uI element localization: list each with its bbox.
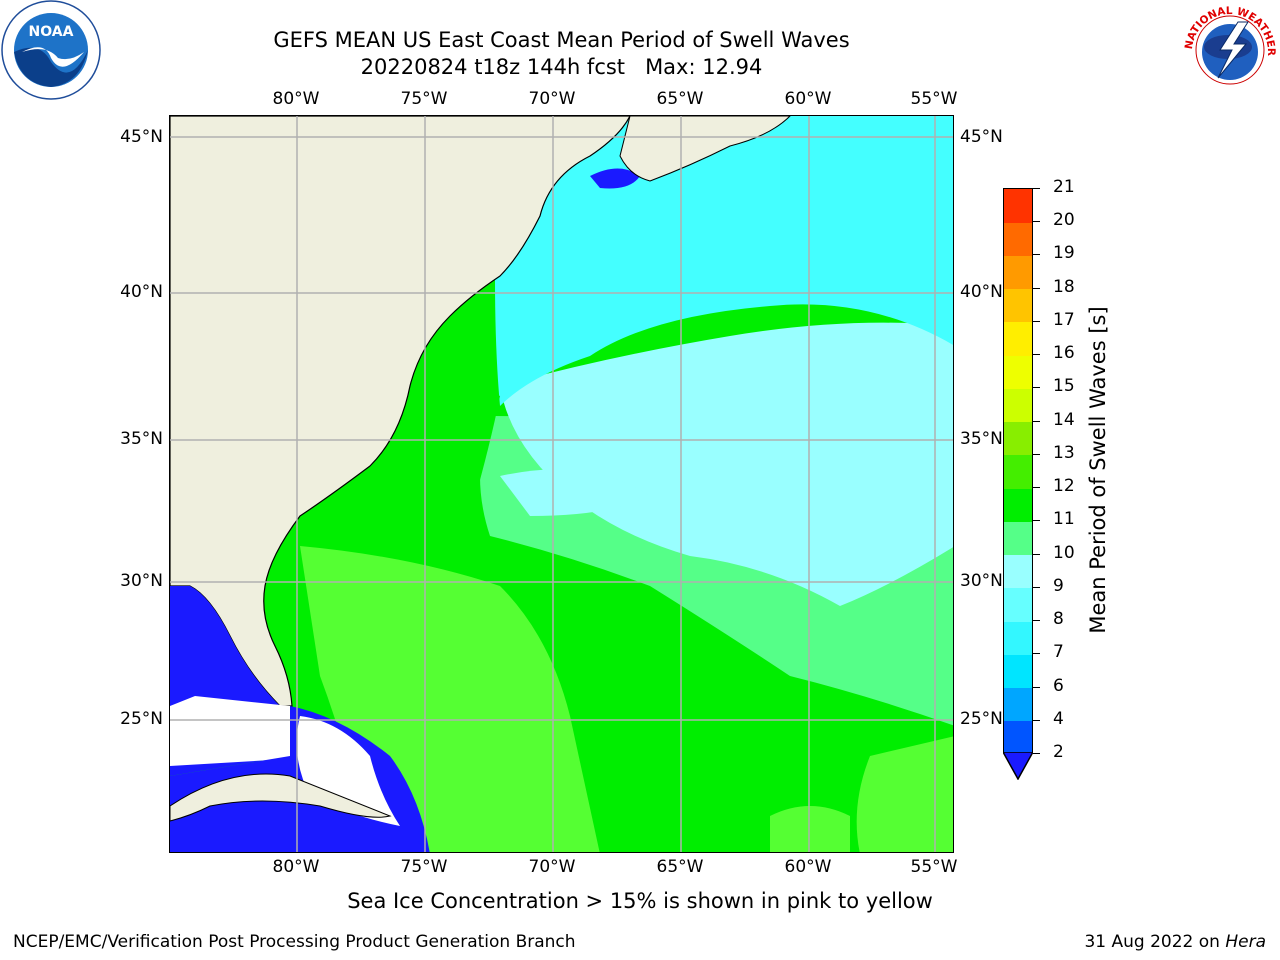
swell-region-8-9 xyxy=(500,469,650,516)
lon-label-top: 70°W xyxy=(528,89,576,109)
date-stamp: 31 Aug 2022 on Hera xyxy=(1084,932,1266,952)
lat-label-right: 25°N xyxy=(960,709,1003,729)
lon-label-bottom: 55°W xyxy=(910,857,958,877)
lat-label-left: 35°N xyxy=(120,429,163,449)
lon-label-bottom: 70°W xyxy=(528,857,576,877)
colorbar-tick xyxy=(1033,753,1040,754)
colorbar-tick xyxy=(1033,520,1040,522)
colorbar-segment xyxy=(1004,488,1032,522)
colorbar-tick xyxy=(1033,487,1040,489)
colorbar-tick xyxy=(1033,653,1040,655)
colorbar-segment xyxy=(1004,587,1032,622)
nws-logo: NATIONAL WEATHER SERVICE xyxy=(1176,0,1280,100)
sea-ice-note: Sea Ice Concentration > 15% is shown in … xyxy=(347,889,933,913)
lat-label-right: 40°N xyxy=(960,282,1003,302)
swell-region-8-9 xyxy=(500,322,953,606)
lat-label-left: 45°N xyxy=(120,127,163,147)
colorbar-tick-label: 14 xyxy=(1053,409,1075,430)
colorbar-tick-label: 12 xyxy=(1053,476,1075,497)
land-cuba xyxy=(170,773,392,822)
colorbar-tick-label: 15 xyxy=(1053,376,1075,397)
colorbar-tick xyxy=(1033,254,1040,256)
date-text: 31 Aug 2022 on xyxy=(1084,932,1226,952)
lon-label-bottom: 75°W xyxy=(400,857,448,877)
lon-label-bottom: 60°W xyxy=(784,857,832,877)
lat-label-right: 45°N xyxy=(960,127,1003,147)
colorbar-segment xyxy=(1004,355,1032,389)
colorbar-tick xyxy=(1033,387,1040,389)
lon-label-top: 80°W xyxy=(272,89,320,109)
colorbar-tick xyxy=(1033,320,1040,322)
colorbar-segment xyxy=(1004,321,1032,356)
colorbar-tick xyxy=(1033,221,1040,223)
graticule xyxy=(170,116,953,852)
colorbar-tick-label: 11 xyxy=(1053,509,1075,530)
colorbar-segment xyxy=(1004,255,1032,290)
colorbar-segment xyxy=(1004,521,1032,556)
colorbar-tick xyxy=(1033,420,1040,422)
lon-label-top: 60°W xyxy=(784,89,832,109)
colorbar-tick-label: 16 xyxy=(1053,343,1075,364)
map-title: GEFS MEAN US East Coast Mean Period of S… xyxy=(273,28,850,52)
colorbar-under-triangle xyxy=(1001,751,1035,781)
lon-label-bottom: 80°W xyxy=(272,857,320,877)
colorbar-tick-label: 13 xyxy=(1053,442,1075,463)
swell-region-7-8 xyxy=(495,116,953,406)
colorbar-tick xyxy=(1033,453,1040,455)
colorbar-tick xyxy=(1033,354,1040,356)
credit-text: NCEP/EMC/Verification Post Processing Pr… xyxy=(13,932,576,952)
colorbar xyxy=(1003,188,1033,755)
colorbar-segment xyxy=(1004,554,1032,589)
land-canada xyxy=(619,116,791,182)
lon-label-bottom: 65°W xyxy=(656,857,704,877)
colorbar-tick-label: 2 xyxy=(1053,742,1064,762)
swell-region-11-12 xyxy=(770,806,850,852)
colorbar-segment xyxy=(1004,288,1032,323)
colorbar-segment xyxy=(1004,454,1032,489)
colorbar-title: Mean Period of Swell Waves [s] xyxy=(1086,306,1110,634)
swell-period-map xyxy=(169,115,954,853)
colorbar-segment xyxy=(1004,654,1032,689)
lon-label-top: 55°W xyxy=(910,89,958,109)
colorbar-tick xyxy=(1033,188,1040,189)
colorbar-tick-label: 7 xyxy=(1053,642,1064,663)
colorbar-segment xyxy=(1004,189,1032,223)
machine-name: Hera xyxy=(1225,932,1266,952)
colorbar-tick-label: 9 xyxy=(1053,575,1064,596)
colorbar-tick xyxy=(1033,287,1040,289)
map-subtitle: 20220824 t18z 144h fcst Max: 12.94 xyxy=(360,55,763,79)
colorbar-tick-label: 10 xyxy=(1053,542,1075,563)
lat-label-right: 30°N xyxy=(960,571,1003,591)
colorbar-tick-label: 4 xyxy=(1053,708,1064,729)
colorbar-segment xyxy=(1004,222,1032,256)
colorbar-tick-label: 17 xyxy=(1053,309,1075,330)
colorbar-segment xyxy=(1004,720,1032,755)
colorbar-tick xyxy=(1033,620,1040,622)
colorbar-tick xyxy=(1033,553,1040,555)
lon-label-top: 65°W xyxy=(656,89,704,109)
swell-region-under-2 xyxy=(590,168,640,189)
lat-label-left: 25°N xyxy=(120,709,163,729)
colorbar-tick xyxy=(1033,719,1040,721)
colorbar-tick-label: 18 xyxy=(1053,276,1075,297)
colorbar-under-arrow xyxy=(1001,751,1035,781)
colorbar-tick-label: 8 xyxy=(1053,609,1064,630)
colorbar-segment xyxy=(1004,621,1032,655)
lon-label-top: 75°W xyxy=(400,89,448,109)
colorbar-tick-label: 20 xyxy=(1053,210,1075,231)
colorbar-segment xyxy=(1004,388,1032,423)
colorbar-segment xyxy=(1004,687,1032,722)
lat-label-left: 40°N xyxy=(120,282,163,302)
swell-region-11-12 xyxy=(856,736,953,852)
lat-label-left: 30°N xyxy=(120,571,163,591)
colorbar-tick xyxy=(1033,586,1040,588)
colorbar-tick-label: 19 xyxy=(1053,243,1075,264)
colorbar-segment xyxy=(1004,421,1032,456)
colorbar-tick-label: 21 xyxy=(1053,177,1075,197)
colorbar-tick xyxy=(1033,686,1040,688)
lat-label-right: 35°N xyxy=(960,429,1003,449)
colorbar-tick-label: 6 xyxy=(1053,675,1064,696)
noaa-logo: NOAA xyxy=(0,0,103,100)
noaa-logo-text: NOAA xyxy=(29,24,74,40)
